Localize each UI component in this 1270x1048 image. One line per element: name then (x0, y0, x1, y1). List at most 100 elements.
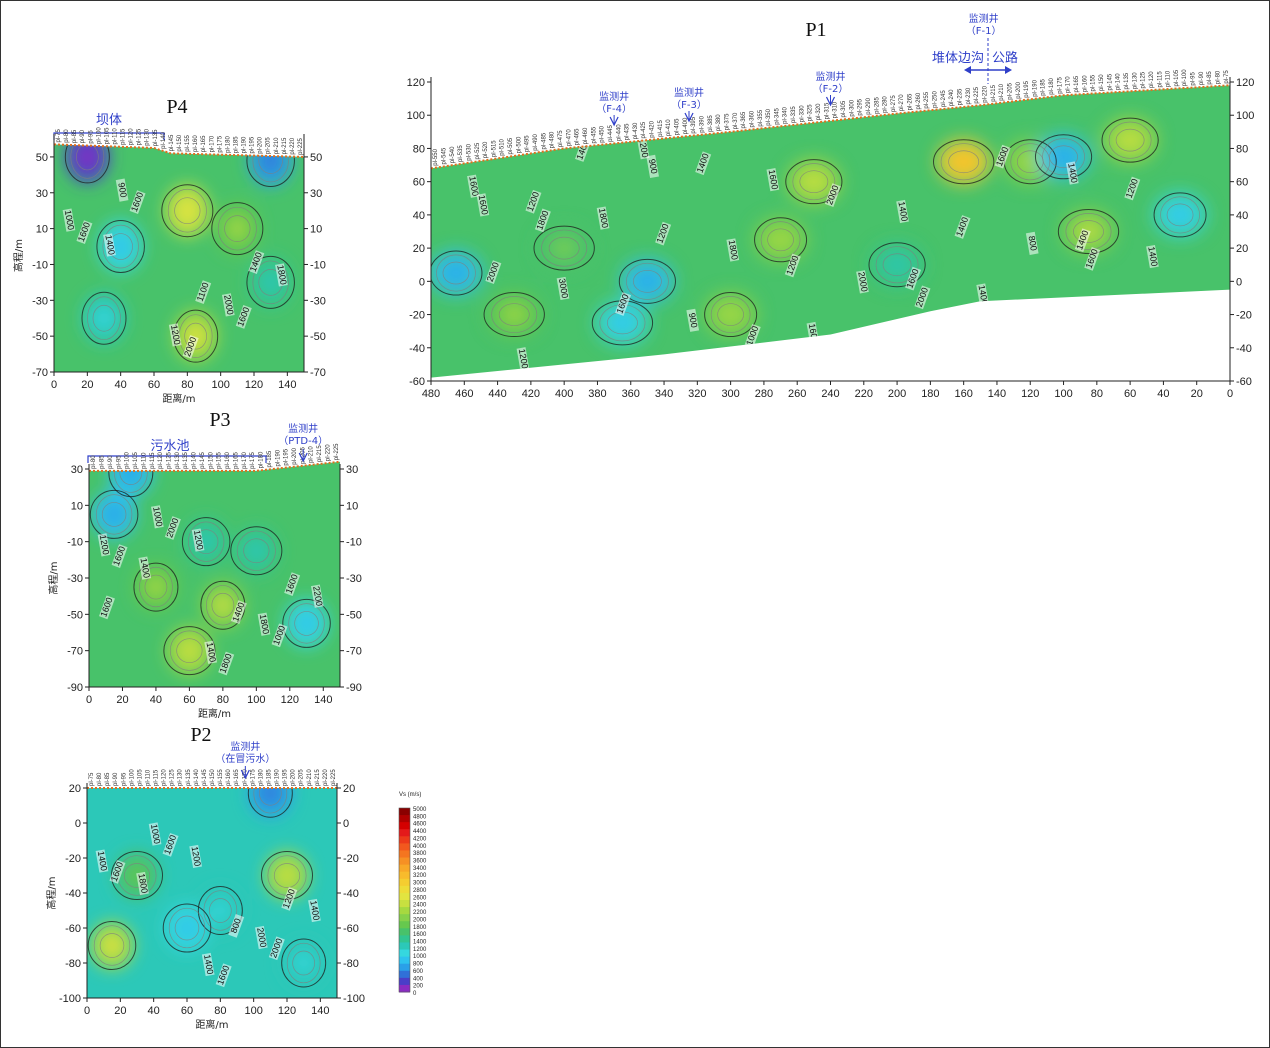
contour-label-bg (115, 178, 129, 202)
station-label: pl-375 (724, 113, 730, 130)
colorbar-swatch (399, 970, 410, 979)
contour-label: 1600 (766, 168, 780, 192)
p3-station-labels: pl-80 pl-85 pl-90 pl-95 pl-100 pl-105 pl-110 pl… (91, 443, 340, 469)
station-label: pl-125 (166, 451, 172, 468)
colorbar-swatch (399, 984, 410, 993)
y-tick-label-right: -40 (1236, 343, 1252, 355)
velocity-anomaly-core (146, 576, 166, 598)
contour-label: 1400 (103, 233, 117, 257)
velocity-anomaly-core (1118, 130, 1142, 151)
contour-line (1049, 145, 1078, 169)
station-label: pl-135 (153, 129, 159, 146)
velocity-anomaly-core (110, 234, 131, 259)
station-label: pl-215 (317, 445, 323, 462)
station-label: pl-380 (716, 114, 722, 131)
y-tick-label-left: -60 (409, 376, 425, 388)
x-tick-label: 60 (1124, 388, 1136, 400)
station-label: pl-535 (458, 145, 464, 162)
contour-line (491, 296, 538, 334)
contour-label-text: 800 (1026, 235, 1038, 252)
p1-station-labels: pl-550 pl-545 pl-540 pl-535 pl-530 pl-525 pl-5… (433, 69, 1230, 166)
station-label: pl-220 (290, 137, 296, 154)
x-tick-label: 40 (115, 379, 127, 391)
contour-line (533, 225, 595, 271)
station-label: pl-200 (1016, 81, 1022, 98)
velocity-anomaly-core (179, 639, 200, 662)
p1-title: P1 (805, 19, 826, 41)
contour-label-text: 1600 (477, 194, 490, 215)
station-label: pl-135 (1124, 72, 1130, 89)
y-tick-label-left: -70 (32, 367, 48, 379)
station-label: pl-115 (121, 128, 127, 145)
contour-label-text: 800 (228, 917, 243, 935)
contour-line (197, 886, 243, 935)
station-label: pl-195 (283, 769, 289, 786)
contour-label-bg (148, 822, 162, 846)
station-label: pl-550 (433, 148, 439, 165)
contour-line (1057, 209, 1120, 254)
y-tick-label-right: -100 (343, 993, 365, 1005)
contour-line (123, 863, 151, 888)
contour-label-bg (257, 612, 271, 636)
contour-line (868, 242, 926, 288)
station-label: pl-420 (650, 120, 656, 137)
station-label: pl-180 (1049, 77, 1055, 94)
colorbar-swatch (399, 822, 410, 830)
contour-line (174, 197, 201, 225)
contour-label-text: 1400 (896, 201, 909, 222)
contour-label-bg (111, 544, 128, 568)
contour-label-text: 2000 (255, 927, 268, 948)
contour-line (93, 925, 131, 966)
contour-label-text: 1600 (864, 338, 880, 360)
contour-label-bg (1146, 244, 1159, 269)
contour-label-text: 2000 (222, 294, 235, 315)
station-label: pl-350 (766, 108, 772, 125)
contour-label: 1200 (1164, 330, 1181, 355)
colorbar-swatch (399, 892, 410, 901)
station-label: pl-205 (299, 769, 305, 786)
contour-label-text: 1800 (597, 207, 610, 228)
x-tick-label: 180 (921, 388, 939, 400)
station-label: pl-185 (267, 450, 273, 467)
station-label: pl-200 (291, 769, 297, 786)
colorbar-swatch (399, 900, 410, 908)
station-label: pl-390 (699, 115, 705, 132)
station-label: pl-205 (1007, 82, 1013, 99)
station-label: pl-275 (891, 95, 897, 112)
station-label: pl-340 (783, 107, 789, 124)
station-label: pl-385 (708, 115, 714, 132)
x-tick-label: 460 (455, 388, 473, 400)
contour-label-bg (98, 595, 115, 620)
station-label: pl-105 (133, 451, 139, 468)
station-label: pl-530 (466, 143, 472, 160)
velocity-anomaly-core (177, 198, 198, 223)
station-label: pl-80 (91, 455, 97, 469)
p1-surface-line (430, 84, 1231, 170)
station-label: pl-405 (675, 118, 681, 135)
contour-label-text: 1400 (103, 234, 116, 255)
station-label: pl-170 (242, 451, 248, 468)
p1-axes: 480 460 440 420 400 380 360 340 320 300 280 260 240 2… (407, 77, 1254, 400)
colorbar-tick-label: 1200 (413, 947, 427, 953)
station-label: pl-285 (874, 97, 880, 114)
x-tick-label: 380 (588, 388, 606, 400)
station-label: pl-155 (218, 769, 224, 786)
velocity-anomaly-core (277, 864, 297, 887)
contour-label-text: 2000 (856, 271, 869, 292)
station-label: pl-85 (105, 772, 111, 786)
station-label: pl-150 (210, 769, 216, 786)
colorbar-tick-label: 3800 (413, 851, 427, 857)
y-tick-label-right: -80 (343, 958, 359, 970)
x-tick-label: 300 (721, 388, 739, 400)
station-label: pl-165 (234, 769, 240, 786)
colorbar-swatch (399, 942, 410, 951)
contour-label-text: 1400 (139, 557, 152, 578)
velocity-anomaly-core (94, 306, 114, 330)
contour-label-bg (97, 533, 111, 557)
velocity-anomaly-core (102, 934, 122, 957)
station-label: pl-165 (1074, 75, 1080, 92)
contour-label: 1000 (150, 505, 164, 529)
y-tick-label-right: 30 (346, 464, 358, 476)
contour-line (119, 461, 143, 485)
contour-lines (89, 461, 331, 676)
